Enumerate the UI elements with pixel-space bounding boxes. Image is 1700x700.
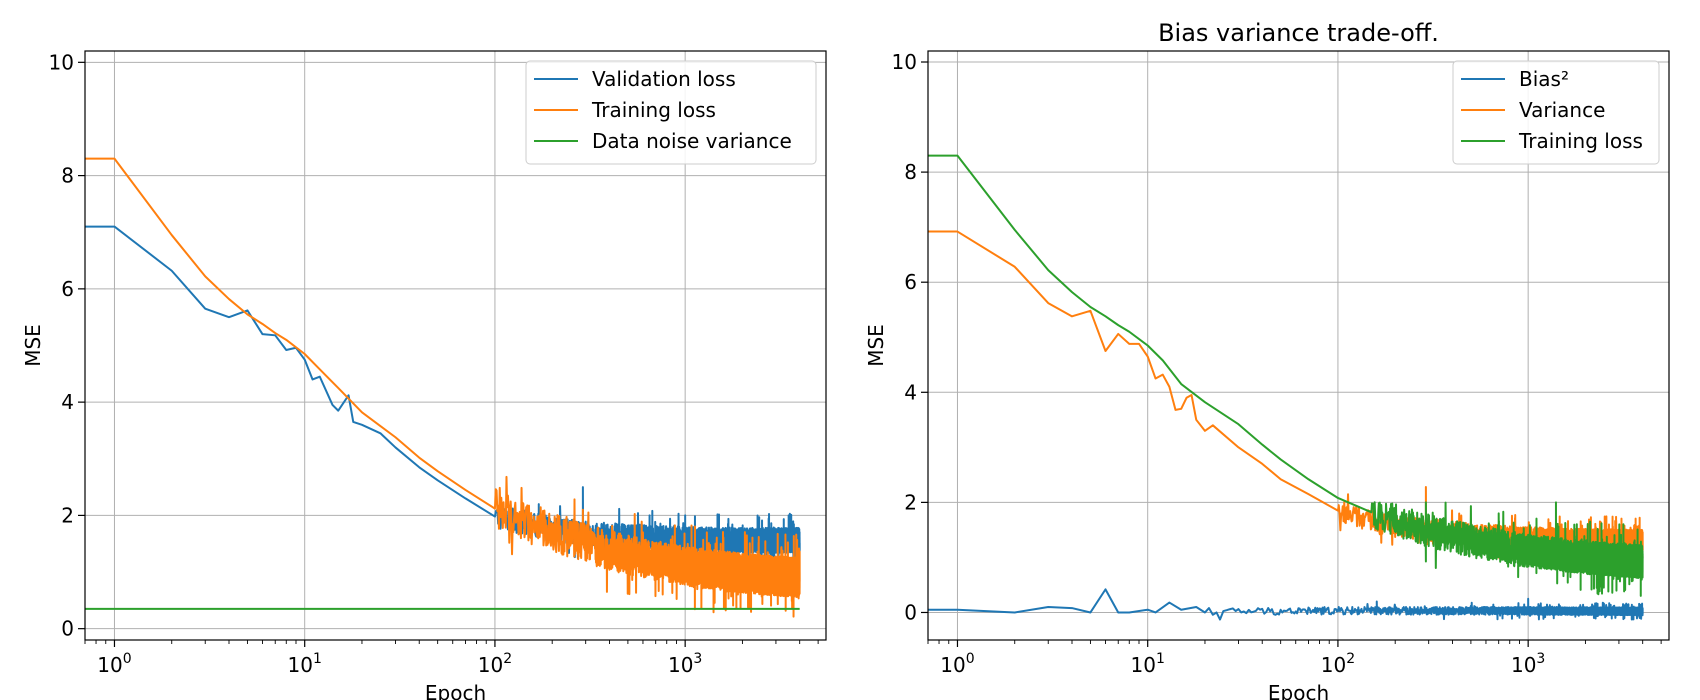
y-axis-label: MSE	[864, 324, 888, 367]
x-tick-label: 100	[940, 651, 974, 677]
y-tick-label: 8	[61, 164, 74, 188]
y-tick-label: 0	[61, 617, 74, 641]
y-tick-label: 2	[61, 503, 74, 527]
legend-label-1: Bias²	[1519, 67, 1569, 91]
right-chart: 100 101 102 103 0 2 4 6 8 10 Epoch MSE Bias variance…	[864, 19, 1670, 700]
legend-label-1: Validation loss	[592, 67, 736, 91]
legend-box	[1452, 60, 1660, 165]
plot-frame	[927, 50, 1670, 641]
x-axis-label: Epoch	[1268, 681, 1329, 700]
y-tick-label: 4	[904, 380, 917, 404]
y-tick-label: 10	[892, 50, 917, 74]
series-line-1	[85, 225, 801, 569]
x-tick-label: 101	[288, 651, 322, 677]
x-tick-label: 101	[1131, 651, 1165, 677]
x-tick-label: 100	[97, 651, 131, 677]
y-tick-label: 0	[904, 600, 917, 624]
x-axis-label: Epoch	[425, 681, 486, 700]
left-chart: 100 101 102 103 0 2 4 6 8 10 Epoch MSE Validation lo…	[21, 50, 827, 700]
x-tick-label: 102	[478, 651, 512, 677]
legend-box	[525, 60, 817, 165]
legend-label-2: Variance	[1519, 98, 1605, 122]
y-tick-label: 10	[49, 50, 74, 74]
x-tick-label: 102	[1321, 651, 1355, 677]
y-tick-label: 8	[904, 160, 917, 184]
series-group	[928, 154, 1644, 621]
y-tick-label: 2	[904, 490, 917, 514]
y-tick-label: 6	[61, 277, 74, 301]
chart-title: Bias variance trade-off.	[1158, 19, 1439, 47]
legend-label-2: Training loss	[591, 98, 716, 122]
x-tick-label: 103	[668, 651, 702, 677]
legend-label-3: Training loss	[1518, 129, 1643, 153]
plot-frame	[84, 50, 827, 641]
series-line-3	[928, 154, 1644, 597]
y-tick-label: 6	[904, 270, 917, 294]
y-tick-label: 4	[61, 390, 74, 414]
series-line-2	[85, 157, 801, 618]
series-group	[85, 157, 801, 618]
legend: Bias² Variance Training loss	[1452, 60, 1660, 165]
x-tick-label: 103	[1511, 651, 1545, 677]
y-axis-label: MSE	[21, 324, 45, 367]
series-line-1	[928, 588, 1644, 621]
legend-label-3: Data noise variance	[592, 129, 792, 153]
legend: Validation loss Training loss Data noise v…	[525, 60, 817, 165]
series-line-2	[928, 230, 1644, 566]
